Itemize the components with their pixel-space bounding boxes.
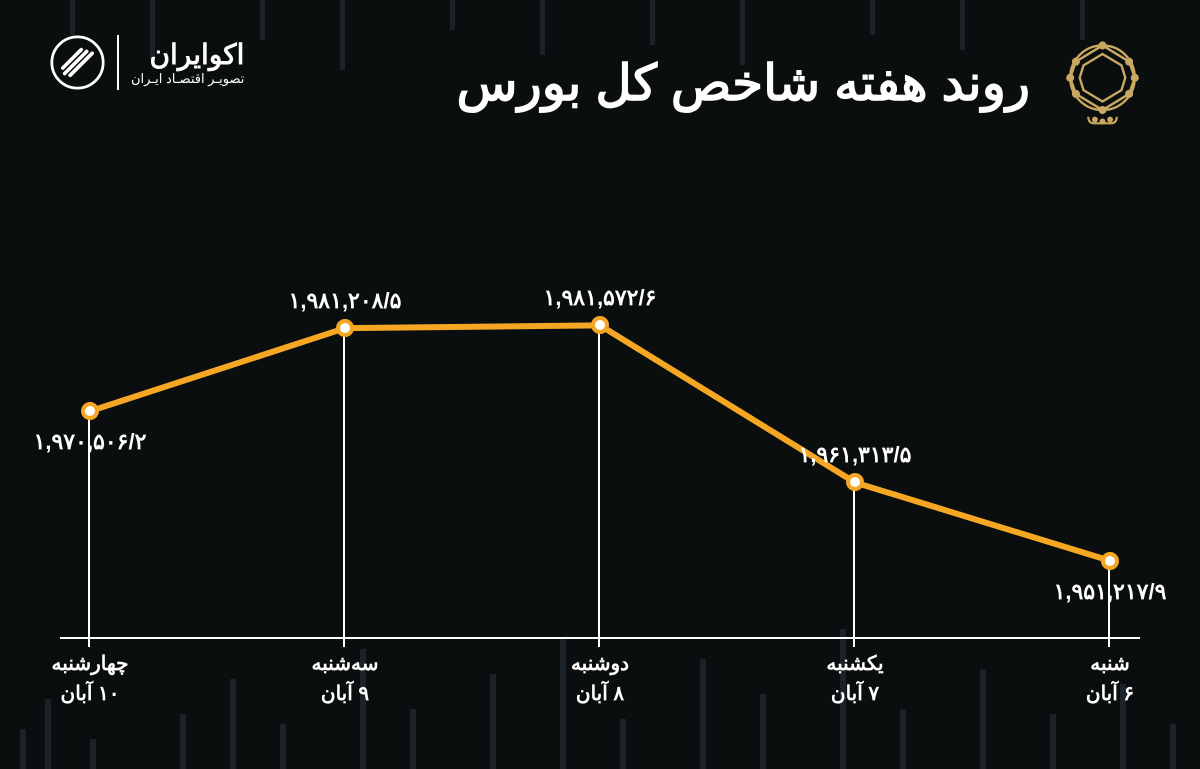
value-label: ۱,۹۶۱,۳۱۳/۵	[799, 442, 912, 468]
data-point	[336, 319, 354, 337]
chart-title: روند هفته شاخص کل بورس	[457, 54, 1030, 112]
chart-line	[50, 200, 1150, 709]
line-chart: ۱,۹۵۱,۲۱۷/۹شنبه۶ آبان۱,۹۶۱,۳۱۳/۵یکشنبه۷ …	[50, 200, 1150, 709]
data-point	[1101, 552, 1119, 570]
data-point	[591, 316, 609, 334]
data-point	[81, 402, 99, 420]
ecoiran-logo-icon	[50, 35, 105, 90]
brand-tagline: تصویـر اقتصـاد ایـران	[131, 71, 244, 87]
value-label: ۱,۹۷۰,۵۰۶/۲	[34, 429, 147, 455]
title-group: روند هفته شاخص کل بورس	[457, 35, 1150, 130]
value-label: ۱,۹۵۱,۲۱۷/۹	[1054, 579, 1167, 605]
data-point	[846, 473, 864, 491]
exchange-emblem-icon	[1055, 35, 1150, 130]
brand-text: اکوایران تصویـر اقتصـاد ایـران	[131, 38, 244, 87]
brand: اکوایران تصویـر اقتصـاد ایـران	[50, 35, 244, 90]
value-label: ۱,۹۸۱,۵۷۲/۶	[544, 285, 657, 311]
header: روند هفته شاخص کل بورس اکوایران تصویـر ا…	[0, 0, 1200, 130]
brand-name: اکوایران	[131, 38, 244, 71]
brand-separator	[117, 35, 119, 90]
value-label: ۱,۹۸۱,۲۰۸/۵	[289, 288, 402, 314]
